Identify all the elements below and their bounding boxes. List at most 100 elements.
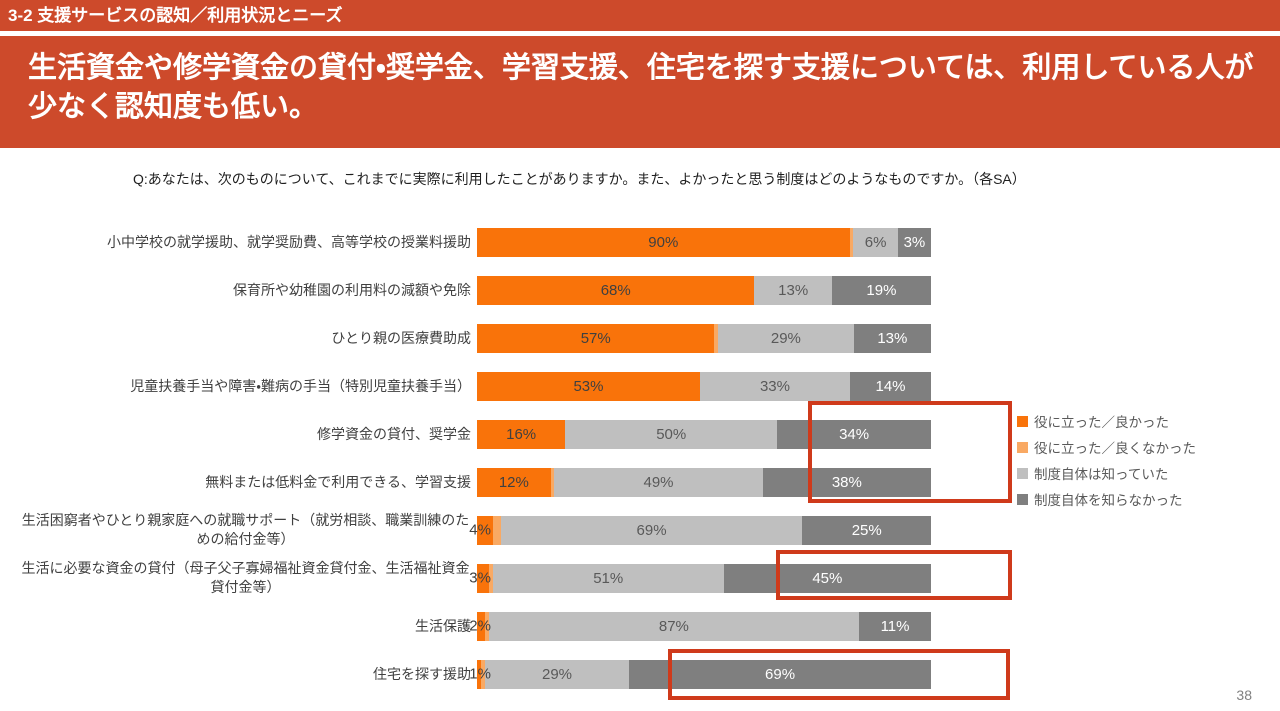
- headline-banner: 生活資金や修学資金の貸付・奨学金、学習支援、住宅を探す支援については、利用してい…: [0, 36, 1280, 148]
- bar-row: 無料または低料金で利用できる、学習支援 12% 49% 38%: [0, 458, 1012, 506]
- bar-value-label: 68%: [600, 281, 631, 299]
- bar-segment: [550, 467, 555, 497]
- bar-track: 29% 69% 1%: [469, 659, 931, 689]
- bar-segment: 29%: [718, 323, 854, 353]
- bar-segment: [714, 323, 719, 353]
- legend-swatch-icon: [1017, 467, 1028, 479]
- bar-segment: 29%: [484, 659, 630, 689]
- bar-value-label: 50%: [656, 425, 687, 443]
- bar-track: 90% 6% 3%: [477, 227, 931, 257]
- highlight-box-scholarship-learning: [808, 401, 1012, 503]
- legend-item: 役に立った／良かった: [1017, 411, 1196, 431]
- bar-segment: 34%: [777, 419, 931, 449]
- bar-segment: [484, 611, 489, 641]
- bar-segment: 6%: [853, 227, 898, 257]
- bar-segment: 69%: [500, 515, 803, 545]
- bar-segment: 57%: [477, 323, 715, 353]
- bar-segment: 49%: [554, 467, 763, 497]
- bar-value-label: 2%: [469, 617, 491, 635]
- bar-track: 87% 11% 2%: [469, 611, 931, 641]
- bar-segment: 45%: [723, 563, 931, 593]
- legend-swatch-icon: [1017, 493, 1028, 505]
- bar-row: 児童扶養手当や障害・難病の手当（特別児童扶養手当） 53% 33% 14%: [0, 362, 1012, 410]
- legend-label: 制度自体は知っていた: [1034, 467, 1169, 482]
- bar-value-label: 13%: [877, 329, 908, 347]
- category-label: 保育所や幼稚園の利用料の減額や免除: [233, 281, 471, 298]
- legend-swatch-icon: [1017, 441, 1028, 453]
- bar-row: 修学資金の貸付、奨学金 16% 50% 34%: [0, 410, 1012, 458]
- bar-segment: [477, 611, 485, 641]
- bar-value-label: 13%: [778, 281, 809, 299]
- stacked-bar-chart: 小中学校の就学援助、就学奨励費、高等学校の授業料援助 90% 6% 3% 保育所や幼稚園…: [0, 218, 1012, 698]
- bar-value-label: 69%: [636, 521, 667, 539]
- bar-row: 生活保護 87% 11% 2%: [0, 602, 1012, 650]
- bar-segment: [492, 515, 501, 545]
- bar-value-label: 34%: [839, 425, 870, 443]
- kicker-title: 3-2 支援サービスの認知／利用状況とニーズ: [0, 0, 1280, 31]
- category-label: 修学資金の貸付、奨学金: [317, 425, 471, 442]
- legend-item: 役に立った／良くなかった: [1017, 437, 1196, 457]
- legend-label: 役に立った／良かった: [1034, 415, 1169, 430]
- bar-segment: 69%: [629, 659, 931, 689]
- bar-track: 12% 49% 38%: [477, 467, 931, 497]
- bar-segment: [480, 659, 485, 689]
- bar-segment: 53%: [477, 371, 700, 401]
- bar-row: 小中学校の就学援助、就学奨励費、高等学校の授業料援助 90% 6% 3%: [0, 218, 1012, 266]
- bar-row: 生活困窮者やひとり親家庭への就職サポート（就労相談、職業訓練のための給付金等） 6…: [0, 506, 1012, 554]
- bar-row: 保育所や幼稚園の利用料の減額や免除 68% 13% 19%: [0, 266, 1012, 314]
- bar-segment: [488, 563, 493, 593]
- bar-segment: [477, 563, 489, 593]
- bar-value-label: 87%: [658, 617, 689, 635]
- category-label: ひとり親の医療費助成: [331, 329, 471, 346]
- bar-segment: 68%: [477, 275, 755, 305]
- bar-value-label: 3%: [903, 233, 926, 251]
- bar-segment: 19%: [831, 275, 931, 305]
- bar-value-label: 49%: [643, 473, 674, 491]
- legend-swatch-icon: [1017, 415, 1028, 427]
- bar-value-label: 16%: [506, 425, 537, 443]
- bar-segment: 90%: [477, 227, 850, 257]
- bar-segment: 3%: [897, 227, 931, 257]
- category-label: 無料または低料金で利用できる、学習支援: [205, 473, 471, 490]
- bar-value-label: 29%: [541, 665, 573, 683]
- legend-item: 制度自体を知らなかった: [1017, 489, 1196, 509]
- bar-value-label: 3%: [469, 569, 491, 587]
- bar-segment: 14%: [850, 371, 932, 401]
- bar-segment: 11%: [859, 611, 931, 641]
- legend-label: 役に立った／良くなかった: [1034, 441, 1196, 456]
- bar-value-label: 25%: [851, 521, 882, 539]
- bar-value-label: 51%: [593, 569, 624, 587]
- bar-segment: 38%: [762, 467, 931, 497]
- bar-segment: 25%: [802, 515, 931, 545]
- bar-value-label: 14%: [875, 377, 906, 395]
- bar-value-label: 6%: [864, 233, 887, 251]
- bar-segment: 12%: [477, 467, 551, 497]
- bar-value-label: 57%: [580, 329, 611, 347]
- bar-value-label: 19%: [866, 281, 897, 299]
- bar-track: 68% 13% 19%: [477, 275, 931, 305]
- bar-segment: [477, 515, 493, 545]
- category-label: 児童扶養手当や障害・難病の手当（特別児童扶養手当）: [130, 377, 471, 394]
- bar-row: ひとり親の医療費助成 57% 29% 13%: [0, 314, 1012, 362]
- bar-value-label: 29%: [770, 329, 801, 347]
- bar-track: 53% 33% 14%: [477, 371, 932, 401]
- bar-value-label: 38%: [831, 473, 862, 491]
- bar-segment: 16%: [477, 419, 566, 449]
- bar-segment: 13%: [754, 275, 832, 305]
- bar-segment: 51%: [492, 563, 724, 593]
- bar-track: 57% 29% 13%: [477, 323, 931, 353]
- bar-segment: [477, 659, 481, 689]
- headline-text: 生活資金や修学資金の貸付・奨学金、学習支援、住宅を探す支援については、利用してい…: [28, 52, 1254, 123]
- bar-value-label: 90%: [648, 233, 679, 251]
- bar-segment: 33%: [699, 371, 851, 401]
- page-number: 38: [1236, 687, 1252, 703]
- category-label: 生活保護: [415, 617, 471, 634]
- bar-row: 生活に必要な資金の貸付（母子父子寡婦福祉資金貸付金、生活福祉資金貸付金等） 51%…: [0, 554, 1012, 602]
- category-label: 住宅を探す援助: [373, 665, 471, 682]
- bar-value-label: 33%: [759, 377, 790, 395]
- chart-legend: 役に立った／良かった役に立った／良くなかった 制度自体は知っていた制度自体を知らな…: [1017, 411, 1196, 515]
- category-label: 小中学校の就学援助、就学奨励費、高等学校の授業料援助: [107, 233, 471, 250]
- category-label: 生活困窮者やひとり親家庭への就職サポート（就労相談、職業訓練のための給付金等）: [21, 512, 470, 547]
- bar-value-label: 45%: [812, 569, 843, 587]
- bar-segment: 87%: [488, 611, 860, 641]
